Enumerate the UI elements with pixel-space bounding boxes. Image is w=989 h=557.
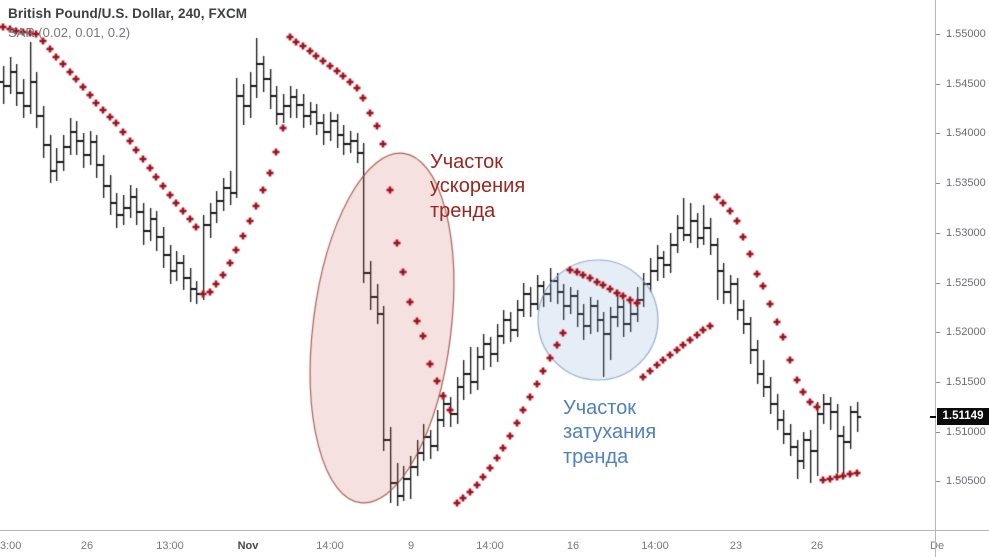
price-axis[interactable]: 1.55000 1.54500 1.54000 1.53500 1.53000 1.525…: [935, 0, 989, 557]
price-axis-label: 1.51000: [946, 426, 986, 438]
time-axis-label: 3:00: [0, 540, 22, 552]
price-axis-tick: [936, 481, 940, 482]
time-axis-label: 23: [729, 540, 743, 552]
price-axis-label: 1.53000: [946, 227, 986, 239]
price-axis-label: 1.54500: [946, 78, 986, 90]
time-axis-label: Nov: [237, 540, 259, 552]
price-axis-tick: [936, 382, 940, 383]
price-axis-label: 1.55000: [946, 28, 986, 40]
time-axis-label: 14:00: [641, 540, 669, 552]
price-axis-tick: [936, 34, 940, 35]
time-axis-label: De: [930, 540, 945, 552]
price-axis-label: 1.53500: [946, 177, 986, 189]
price-axis-tick: [936, 233, 940, 234]
price-axis-label: 1.54000: [946, 127, 986, 139]
last-price-badge: 1.51149: [937, 408, 989, 425]
price-axis-label: 1.52000: [946, 326, 986, 338]
time-axis-label: 16: [566, 540, 580, 552]
time-axis-label: 13:00: [156, 540, 184, 552]
price-axis-label: 1.50500: [946, 475, 986, 487]
time-axis-label: 26: [810, 540, 824, 552]
price-axis-tick: [936, 332, 940, 333]
price-axis-label: 1.52500: [946, 277, 986, 289]
price-axis-tick: [936, 432, 940, 433]
time-axis-label: 14:00: [476, 540, 504, 552]
price-axis-tick: [936, 133, 940, 134]
time-axis-label: 26: [80, 540, 94, 552]
time-axis-label: 9: [407, 540, 415, 552]
price-axis-tick: [936, 283, 940, 284]
price-axis-tick: [936, 183, 940, 184]
last-price-tick: [930, 416, 936, 418]
time-axis[interactable]: 3:00 26 13:00 Nov 14:00 9 14:00 16 14:00 23 26 De: [0, 530, 989, 557]
price-axis-label: 1.51500: [946, 376, 986, 388]
price-axis-tick: [936, 84, 940, 85]
time-axis-label: 14:00: [316, 540, 344, 552]
